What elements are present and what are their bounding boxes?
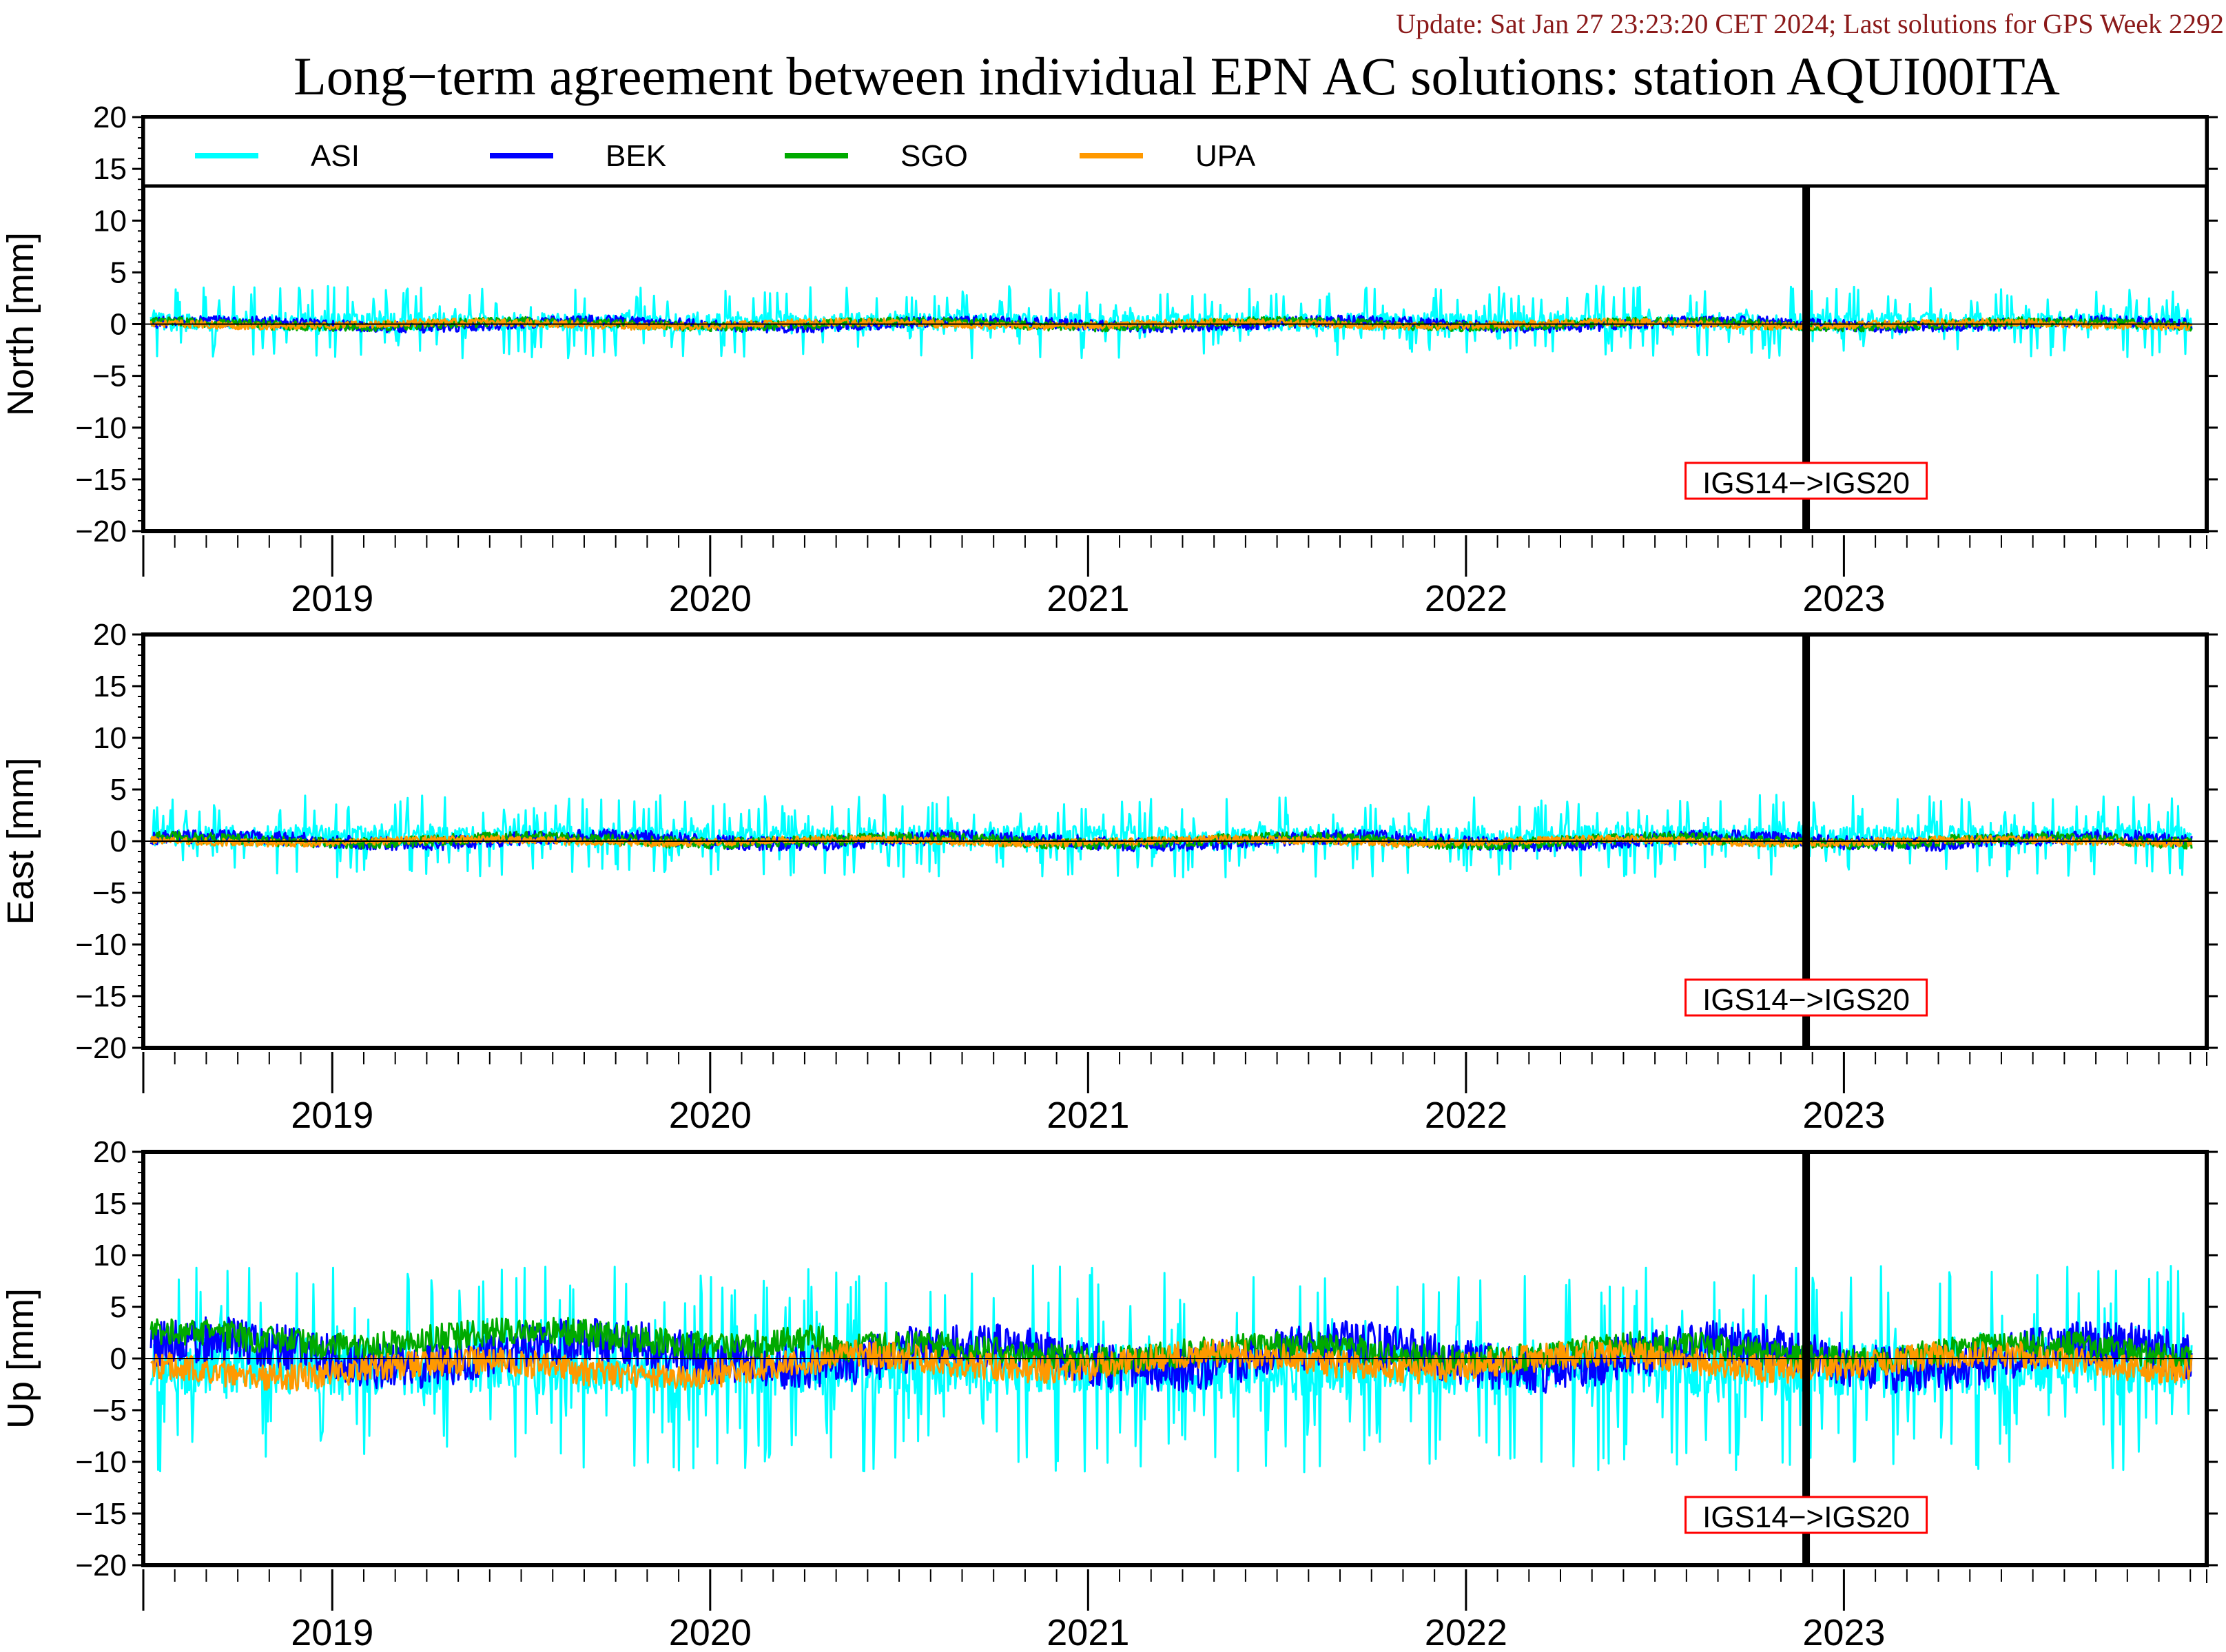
y-tick-label: 0 — [110, 1342, 127, 1376]
y-tick-label: −20 — [75, 515, 127, 548]
x-tick-label: 2019 — [291, 1095, 373, 1136]
x-tick-label: 2019 — [291, 1612, 373, 1652]
y-tick-label: 20 — [93, 1135, 127, 1169]
legend-box — [141, 115, 2209, 188]
y-tick-label: 5 — [110, 256, 127, 289]
y-tick-label: −10 — [75, 1445, 127, 1479]
x-tick-label: 2019 — [291, 578, 373, 619]
y-tick-label: 0 — [110, 825, 127, 858]
reference-change-box — [1684, 1496, 1928, 1534]
x-tick-label: 2023 — [1802, 578, 1885, 619]
y-tick-label: 0 — [110, 308, 127, 342]
y-tick-label: 20 — [93, 101, 127, 134]
y-tick-label: 5 — [110, 1290, 127, 1324]
y-tick-label: 10 — [93, 1239, 127, 1272]
y-tick-label: −15 — [75, 1497, 127, 1531]
y-tick-label: −5 — [92, 876, 127, 910]
x-tick-label: 2021 — [1047, 1612, 1129, 1652]
y-tick-label: 15 — [93, 152, 127, 186]
y-tick-label: −10 — [75, 411, 127, 445]
plot-area — [150, 794, 2193, 878]
update-timestamp: Update: Sat Jan 27 23:23:20 CET 2024; La… — [1396, 8, 2224, 39]
reference-change-label: IGS14−>IGS20 — [1702, 466, 1910, 500]
x-tick-label: 2022 — [1425, 1612, 1507, 1652]
panel-up: IGS14−>IGS20 20 15 10 5 0 −5 −10 −15 −20 Up [mm] 20… — [0, 1135, 2218, 1652]
y-tick-label: 5 — [110, 773, 127, 807]
plot-area — [150, 285, 2193, 360]
y-tick-label: 10 — [93, 721, 127, 755]
y-axis-label: East [mm] — [0, 757, 41, 925]
reference-change-label: IGS14−>IGS20 — [1702, 983, 1910, 1017]
legend: ASI BEK SGO UPA — [141, 115, 2209, 188]
panel-east: IGS14−>IGS20 20 15 10 5 0 −5 −10 −15 −20 East [mm]… — [0, 618, 2218, 1136]
legend-label-bek: BEK — [606, 139, 666, 173]
x-tick-label: 2021 — [1047, 1095, 1129, 1136]
reference-change-box — [1684, 978, 1928, 1017]
legend-label-asi: ASI — [311, 139, 360, 173]
y-tick-label: −20 — [75, 1549, 127, 1582]
y-axis-label: Up [mm] — [0, 1288, 41, 1429]
legend-label-sgo: SGO — [900, 139, 968, 173]
chart-title: Long−term agreement between individual E… — [293, 46, 2060, 106]
legend-label-upa: UPA — [1195, 139, 1256, 173]
y-tick-label: −5 — [92, 1394, 127, 1427]
y-tick-label: 10 — [93, 204, 127, 238]
y-tick-label: −10 — [75, 928, 127, 962]
x-tick-label: 2021 — [1047, 578, 1129, 619]
x-tick-label: 2020 — [669, 578, 752, 619]
y-tick-label: 15 — [93, 1187, 127, 1221]
reference-change-box — [1684, 462, 1928, 500]
y-tick-label: −15 — [75, 463, 127, 497]
y-axis-label: North [mm] — [0, 232, 41, 416]
plot-area — [150, 1264, 2193, 1474]
x-tick-label: 2022 — [1425, 578, 1507, 619]
x-tick-label: 2023 — [1802, 1612, 1885, 1652]
y-tick-label: 20 — [93, 618, 127, 652]
panel-north: IGS14−>IGS20 20 15 10 5 0 −5 −10 −15 −20 North [mm… — [0, 101, 2218, 619]
y-tick-label: −5 — [92, 360, 127, 393]
y-tick-label: 15 — [93, 670, 127, 703]
x-tick-label: 2022 — [1425, 1095, 1507, 1136]
reference-change-label: IGS14−>IGS20 — [1702, 1500, 1910, 1534]
series-upa-line — [150, 1339, 2193, 1392]
x-tick-label: 2020 — [669, 1095, 752, 1136]
y-tick-label: −15 — [75, 980, 127, 1013]
y-tick-label: −20 — [75, 1031, 127, 1065]
x-tick-label: 2020 — [669, 1612, 752, 1652]
x-tick-label: 2023 — [1802, 1095, 1885, 1136]
